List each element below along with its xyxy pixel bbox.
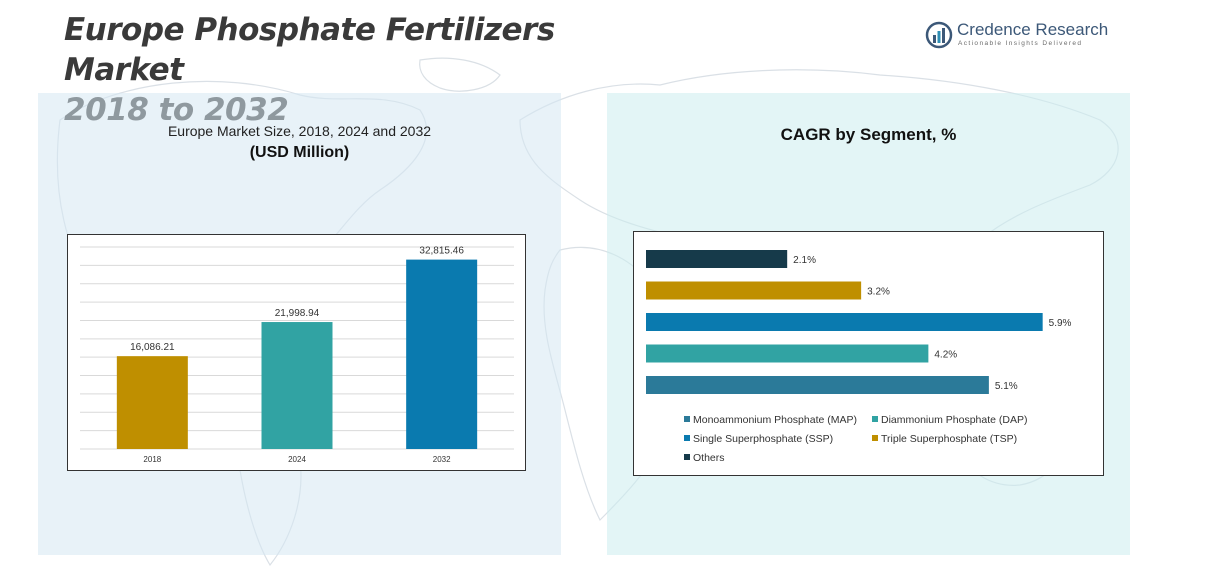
cagr-value-label: 2.1%	[793, 255, 816, 266]
legend-label: Single Superphosphate (SSP)	[693, 433, 834, 445]
legend-label: Triple Superphosphate (TSP)	[881, 433, 1018, 445]
legend-item: Single Superphosphate (SSP)	[684, 433, 833, 445]
legend-item: Others	[684, 452, 725, 464]
logo-name: Credence Research	[957, 20, 1109, 39]
cagr-bar-single-superphosphate-ssp-	[646, 313, 1043, 331]
cagr-value-label: 5.9%	[1049, 318, 1072, 329]
legend-item: Monoammonium Phosphate (MAP)	[684, 414, 857, 426]
cagr-bar-others	[646, 250, 788, 268]
market-size-chart-svg: 16,086.21 2018 21,998.94 2024 32,815.46 2032	[80, 246, 514, 464]
legend-item: Diammonium Phosphate (DAP)	[872, 414, 1027, 426]
company-logo[interactable]: Credence Research Actionable Insights De…	[925, 18, 1125, 54]
cagr-bar-monoammonium-phosphate-map-	[646, 376, 989, 394]
cagr-title: CAGR by Segment, %	[780, 125, 957, 144]
legend-item: Triple Superphosphate (TSP)	[872, 433, 1017, 445]
bar-value-label: 32,815.46	[419, 246, 464, 257]
market-size-unit: (USD Million)	[249, 144, 350, 161]
title-line-1: Europe Phosphate Fertilizers Market	[64, 12, 555, 88]
legend-label: Others	[693, 452, 725, 464]
cagr-chart-svg: 2.1% 3.2% 5.9% 4.2% 5.1%	[646, 250, 1072, 394]
legend-swatch	[684, 454, 690, 460]
x-tick-label: 2018	[143, 455, 161, 464]
legend-label: Monoammonium Phosphate (MAP)	[693, 414, 857, 426]
bar-2024	[261, 322, 333, 449]
legend-swatch	[872, 435, 878, 441]
bar-value-label: 21,998.94	[275, 308, 320, 319]
bar-chart-logo-icon	[925, 21, 953, 49]
cagr-bar-triple-superphosphate-tsp-	[646, 281, 862, 300]
x-tick-label: 2032	[433, 455, 451, 464]
x-tick-label: 2024	[288, 455, 306, 464]
cagr-value-label: 3.2%	[867, 287, 890, 298]
legend-swatch	[684, 435, 690, 441]
cagr-value-label: 5.1%	[995, 381, 1018, 392]
logo-tagline: Actionable Insights Delivered	[958, 40, 1083, 47]
legend-swatch	[684, 416, 690, 422]
bar-2018	[116, 356, 188, 449]
cagr-chart: 2.1% 3.2% 5.9% 4.2% 5.1% Monoammonium Phosph…	[633, 231, 1104, 476]
market-size-chart: 16,086.21 2018 21,998.94 2024 32,815.46 2032	[67, 234, 526, 471]
market-size-subtitle: Europe Market Size, 2018, 2024 and 2032	[167, 123, 432, 139]
legend-swatch	[872, 416, 878, 422]
bar-2032	[406, 259, 478, 449]
bar-value-label: 16,086.21	[130, 342, 175, 353]
legend-label: Diammonium Phosphate (DAP)	[881, 414, 1028, 426]
cagr-value-label: 4.2%	[934, 350, 957, 361]
cagr-bar-diammonium-phosphate-dap-	[646, 344, 929, 363]
